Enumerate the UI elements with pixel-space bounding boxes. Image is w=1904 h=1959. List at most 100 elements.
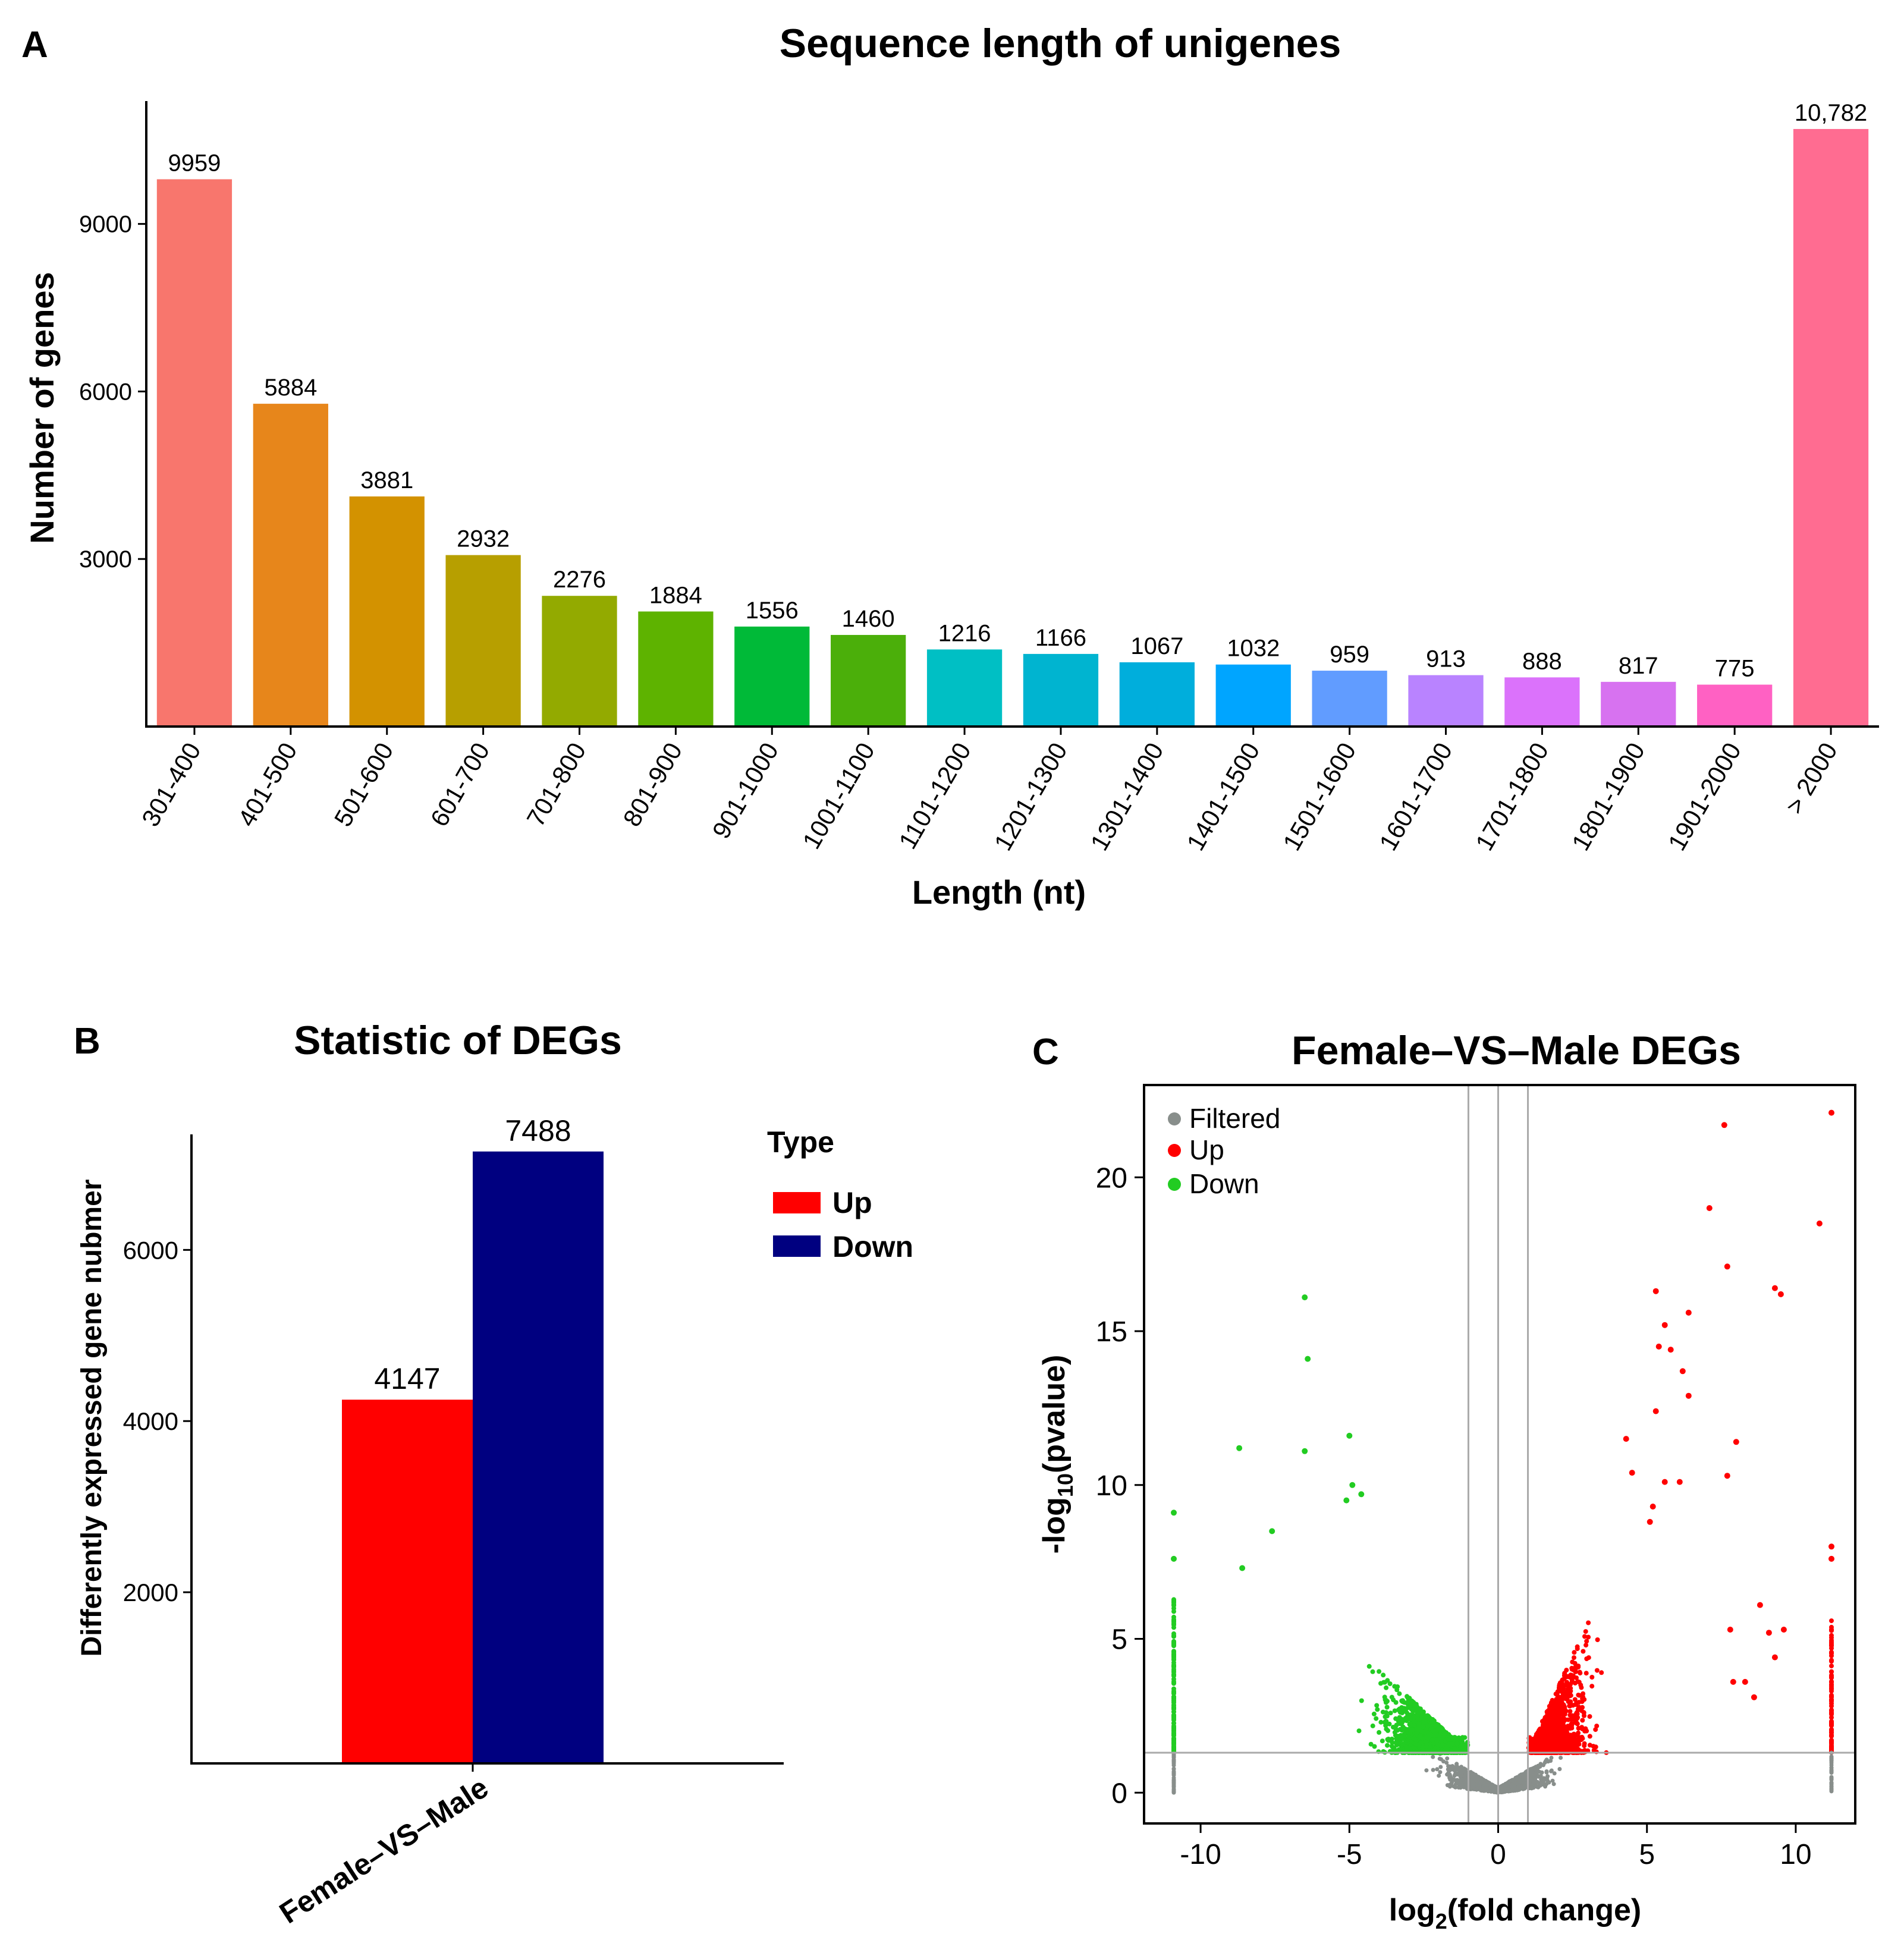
- panel-a-value-label: 5884: [264, 375, 317, 401]
- panel-c-point-filtered: [1549, 1756, 1554, 1760]
- panel-a-y-tick-label: 3000: [79, 546, 132, 573]
- panel-c-point-filtered: [1459, 1777, 1463, 1782]
- panel-b-value-label: 7488: [505, 1114, 571, 1147]
- panel-c-point-down: [1416, 1722, 1422, 1728]
- panel-c-point-down: [1419, 1728, 1424, 1734]
- panel-c-point-down: [1171, 1725, 1176, 1731]
- panel-c-point-filtered: [1444, 1760, 1449, 1765]
- panel-c-point-up: [1540, 1723, 1545, 1728]
- panel-c-point-up: [1547, 1704, 1552, 1709]
- panel-a-title: Sequence length of unigenes: [780, 21, 1341, 66]
- panel-c-point-down: [1435, 1742, 1441, 1747]
- panel-c-point-up: [1555, 1710, 1560, 1716]
- panel-c-point-down: [1411, 1719, 1416, 1724]
- panel-c-point-down: [1407, 1696, 1412, 1701]
- panel-c-point-up: [1587, 1714, 1592, 1719]
- panel-c-point-filtered: [1469, 1774, 1473, 1779]
- panel-c-point-up: [1551, 1713, 1556, 1718]
- panel-c-point-filtered: [1171, 1785, 1176, 1790]
- panel-c-point-filtered: [1492, 1785, 1497, 1790]
- panel-c-point-up: [1829, 1680, 1834, 1685]
- panel-c-point-down: [1420, 1736, 1425, 1741]
- panel-c-point-up: [1580, 1718, 1585, 1723]
- panel-c-point-up: [1724, 1473, 1730, 1479]
- panel-c-point-down: [1171, 1639, 1176, 1644]
- panel-c-title: Female–VS–Male DEGs: [1292, 1028, 1741, 1073]
- panel-c-point-filtered: [1445, 1756, 1450, 1761]
- panel-c-point-up: [1567, 1709, 1573, 1714]
- panel-c-point-up: [1559, 1725, 1564, 1730]
- panel-c-letter: C: [1032, 1032, 1059, 1073]
- panel-c-point-down: [1380, 1709, 1385, 1715]
- panel-c-point-up: [1742, 1678, 1748, 1685]
- panel-c-point-up: [1727, 1627, 1733, 1633]
- panel-c-point-down: [1171, 1664, 1176, 1669]
- panel-c-point-up: [1599, 1670, 1604, 1675]
- panel-c-point-down: [1372, 1744, 1377, 1749]
- panel-a-bar-chart: A Sequence length of unigenes Number of …: [21, 21, 1879, 911]
- panel-c-point-up: [1545, 1712, 1551, 1717]
- panel-c-point-up: [1771, 1285, 1778, 1291]
- panel-c-point-up: [1545, 1741, 1550, 1747]
- panel-a-y-tick-label: 6000: [79, 379, 132, 405]
- panel-a-bar: [831, 634, 906, 727]
- panel-b-bar-down: [473, 1151, 604, 1763]
- panel-c-point-down: [1390, 1740, 1395, 1745]
- panel-c-point-up: [1586, 1634, 1591, 1640]
- panel-c-point-up: [1829, 1639, 1834, 1644]
- panel-c-point-filtered: [1559, 1756, 1563, 1760]
- panel-c-point-down: [1386, 1737, 1391, 1741]
- panel-c-point-filtered: [1536, 1765, 1541, 1770]
- panel-c-point-filtered: [1451, 1777, 1456, 1782]
- panel-c-point-up: [1724, 1263, 1730, 1270]
- panel-a-value-label: 913: [1426, 646, 1466, 672]
- panel-a-value-label: 10,782: [1795, 100, 1867, 126]
- panel-b-legend-swatch-down: [773, 1235, 821, 1257]
- panel-c-point-down: [1425, 1730, 1430, 1735]
- panel-c-point-up: [1721, 1122, 1727, 1128]
- panel-c-point-up: [1555, 1719, 1560, 1725]
- panel-b-x-tick-label: Female–VS–Male: [274, 1771, 494, 1930]
- panel-c-point-up: [1829, 1710, 1834, 1716]
- panel-c-point-up: [1751, 1694, 1757, 1700]
- panel-c-point-up: [1571, 1739, 1576, 1744]
- panel-c-point-up: [1564, 1674, 1570, 1679]
- panel-b-legend-label-down: Down: [832, 1230, 913, 1263]
- panel-c-point-down: [1415, 1714, 1420, 1719]
- panel-c-point-filtered: [1506, 1780, 1511, 1784]
- panel-c-point-down: [1442, 1732, 1447, 1737]
- panel-a-value-label: 3881: [360, 467, 413, 493]
- panel-c-point-down: [1394, 1687, 1400, 1693]
- panel-c-point-down: [1171, 1652, 1176, 1658]
- panel-c-point-up: [1706, 1205, 1713, 1211]
- panel-c-point-up: [1558, 1732, 1563, 1737]
- panel-a-value-label: 959: [1330, 642, 1369, 668]
- panel-c-point-filtered: [1544, 1769, 1549, 1774]
- panel-c-point-filtered: [1516, 1787, 1521, 1792]
- panel-c-point-filtered: [1450, 1764, 1455, 1768]
- panel-c-point-up: [1581, 1710, 1586, 1715]
- panel-a-value-label: 9959: [168, 150, 221, 177]
- panel-c-point-filtered: [1431, 1754, 1435, 1759]
- panel-a-x-tick-label: 1601-1700: [1374, 738, 1457, 855]
- panel-c-point-down: [1449, 1741, 1454, 1747]
- panel-c-point-down: [1410, 1727, 1415, 1732]
- panel-c-point-filtered: [1829, 1788, 1834, 1793]
- panel-c-point-down: [1456, 1735, 1462, 1741]
- panel-c-point-filtered: [1431, 1768, 1435, 1772]
- panel-c-point-up: [1557, 1747, 1563, 1752]
- panel-c-point-filtered: [1171, 1759, 1176, 1763]
- panel-a-x-tick-label: 1701-1800: [1470, 738, 1554, 855]
- panel-c-point-up: [1595, 1637, 1600, 1642]
- panel-c-point-up: [1574, 1700, 1579, 1706]
- panel-c-point-down: [1349, 1482, 1356, 1488]
- panel-c-point-filtered: [1478, 1780, 1482, 1785]
- panel-c-point-down: [1391, 1746, 1397, 1751]
- panel-c-point-up: [1733, 1439, 1739, 1445]
- panel-c-point-up: [1685, 1392, 1692, 1399]
- panel-c-point-filtered: [1529, 1785, 1534, 1790]
- panel-a-x-axis-label: Length (nt): [912, 873, 1086, 911]
- panel-c-point-down: [1171, 1718, 1176, 1723]
- panel-c-point-down: [1380, 1738, 1385, 1744]
